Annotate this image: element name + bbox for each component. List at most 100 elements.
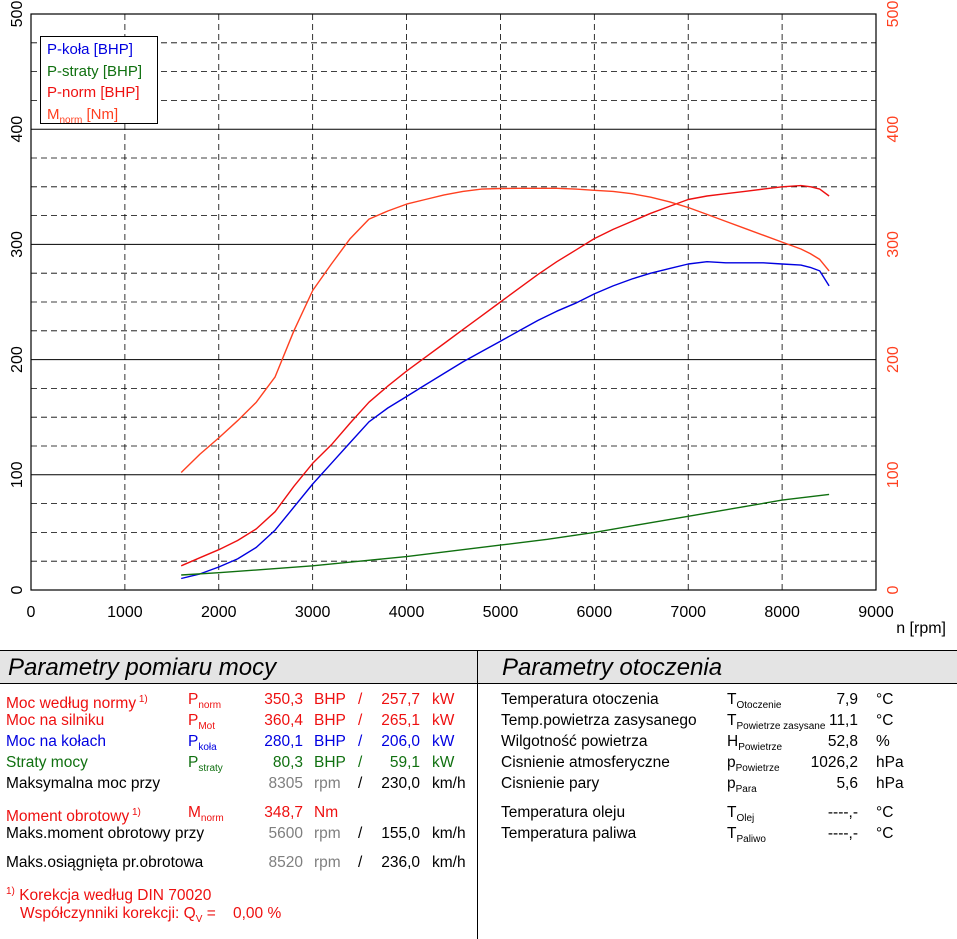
y-right-tick-label: 200 [885,346,902,373]
param-separator: / [358,854,363,871]
param-unit-1: BHP [314,754,346,771]
param-label: Straty mocy [6,754,88,771]
ambient-value: 7,9 [836,691,858,708]
series-line-3 [180,187,830,474]
x-tick-label: 7000 [670,604,706,621]
chart-grid [31,14,876,590]
legend-item-p-kola: P-koła [BHP] [47,41,133,58]
ambient-symbol-subscript: Powietrze zasysane [736,721,826,733]
x-tick-label: 8000 [764,604,800,621]
ambient-symbol: TPowietrze zasysane [727,712,826,733]
power-param-row: Moc na kołach Pkoła 280,1 BHP / 206,0 kW [0,731,477,753]
footnote-value: = 0,00 % [202,905,282,922]
legend-m-symbol: M [47,105,60,123]
param-value-1: 350,3 [264,691,303,708]
param-unit-2: kW [432,733,455,750]
ambient-symbol: pPara [727,775,757,796]
param-value-2: 236,0 [381,854,420,871]
ambient-label: Cisnienie atmosferyczne [501,754,670,771]
ambient-param-row: Temperatura oleju TOlej ----,- °C [478,802,957,824]
series-line-1 [181,493,830,576]
footnote-line-1: 1) Korekcja według DIN 70020 [6,881,211,904]
power-parameters-panel: Parametry pomiaru mocy Moc według normy … [0,650,478,939]
ambient-param-row: Temperatura paliwa TPaliwo ----,- °C [478,823,957,845]
chart-legend: P-koła [BHP] P-straty [BHP] P-norm [BHP]… [40,36,158,126]
param-symbol-subscript: norm [198,700,222,712]
y-left-tick-label: 500 [9,1,26,28]
y-axis-right-ticks: 0 100 200 300 400 500 [885,1,902,595]
power-panel-title: Parametry pomiaru mocy [0,651,477,684]
param-value-2: 206,0 [381,733,420,750]
ambient-panel-title: Parametry otoczenia [478,651,957,684]
power-param-row: Maksymalna moc przy 8305 rpm / 230,0 km/h [0,773,477,794]
param-unit-1: BHP [314,733,346,750]
y-right-tick-label: 0 [885,585,902,594]
param-symbol: Mnorm [188,804,224,825]
param-separator: / [358,691,363,708]
ambient-unit: °C [876,825,894,842]
param-unit-1: rpm [314,825,341,842]
ambient-symbol: HPowietrze [727,733,783,754]
ambient-symbol: TOtoczenie [727,691,782,712]
y-right-tick-label: 300 [885,231,902,258]
ambient-label: Temperatura oleju [501,804,626,821]
y-left-tick-label: 300 [9,231,26,258]
ambient-parameters-panel: Parametry otoczenia Temperatura otoczeni… [478,650,957,939]
ambient-param-row: Temperatura otoczenia TOtoczenie 7,9 °C [478,689,957,711]
x-tick-label: 2000 [201,604,237,621]
ambient-symbol: TPaliwo [727,825,766,846]
series-line-2 [180,184,830,567]
param-unit-2: kW [432,754,455,771]
ambient-value: ----,- [827,825,858,842]
param-label: Maksymalna moc przy [6,775,161,792]
x-axis-ticks: 0 1000 2000 3000 4000 5000 6000 7000 8000 9000 [27,604,894,621]
y-right-tick-label: 400 [885,116,902,143]
footnote-text-2: Współczynniki korekcji: Q [20,905,196,922]
series-line-0 [181,261,830,580]
param-value-2: 265,1 [381,712,420,729]
param-label: Moment obrotowy 1) [6,807,141,826]
param-footnote-mark: 1) [129,807,141,818]
param-symbol-subscript: norm [200,813,224,825]
ambient-value: 1026,2 [810,754,858,771]
ambient-symbol: pPowietrze [727,754,780,775]
ambient-symbol-subscript: Para [735,784,757,796]
param-label: Moc na silniku [6,712,105,729]
param-unit-2: kW [432,691,455,708]
param-symbol: Pnorm [188,691,222,712]
param-symbol: Pkoła [188,733,217,754]
legend-item-m-norm: Mnorm [Nm] [47,104,151,132]
param-symbol: PMot [188,712,216,733]
param-symbol-subscript: koła [198,742,217,754]
param-label: Moc według normy 1) [6,694,148,713]
ambient-param-row: Cisnienie pary pPara 5,6 hPa [478,773,957,795]
ambient-symbol-subscript: Olej [736,813,755,825]
ambient-label: Temp.powietrza zasysanego [501,712,697,729]
ambient-unit: °C [876,712,894,729]
param-label: Maks.moment obrotowy przy [6,825,205,842]
ambient-symbol-subscript: Powietrze [738,742,783,754]
ambient-symbol: TOlej [727,804,755,825]
footnote-line-2: Współczynniki korekcji: QV = 0,00 % [20,903,282,926]
ambient-symbol-subscript: Otoczenie [736,700,782,712]
param-unit-2: km/h [432,775,466,792]
param-footnote-mark: 1) [136,694,148,705]
param-symbol: Pstraty [188,754,223,775]
footnote-subscript: V [195,914,203,926]
x-tick-label: 9000 [858,604,894,621]
ambient-label: Temperatura paliwa [501,825,637,842]
param-unit-2: km/h [432,825,466,842]
plot-frame [30,13,877,591]
param-unit-1: BHP [314,691,346,708]
y-left-tick-label: 400 [9,116,26,143]
ambient-label: Temperatura otoczenia [501,691,659,708]
ambient-unit: °C [876,804,894,821]
param-separator: / [358,754,363,771]
legend-item-p-norm: P-norm [BHP] [47,84,140,101]
param-value-2: 257,7 [381,691,420,708]
chart-series [180,184,830,580]
power-param-row: Moment obrotowy 1) Mnorm 348,7 Nm [0,802,477,825]
y-axis-left-ticks: 0 100 200 300 400 500 [9,1,26,595]
power-param-row: Maks.osiągnięta pr.obrotowa 8520 rpm / 236,0… [0,852,477,873]
legend-m-subscript: norm [59,114,83,126]
